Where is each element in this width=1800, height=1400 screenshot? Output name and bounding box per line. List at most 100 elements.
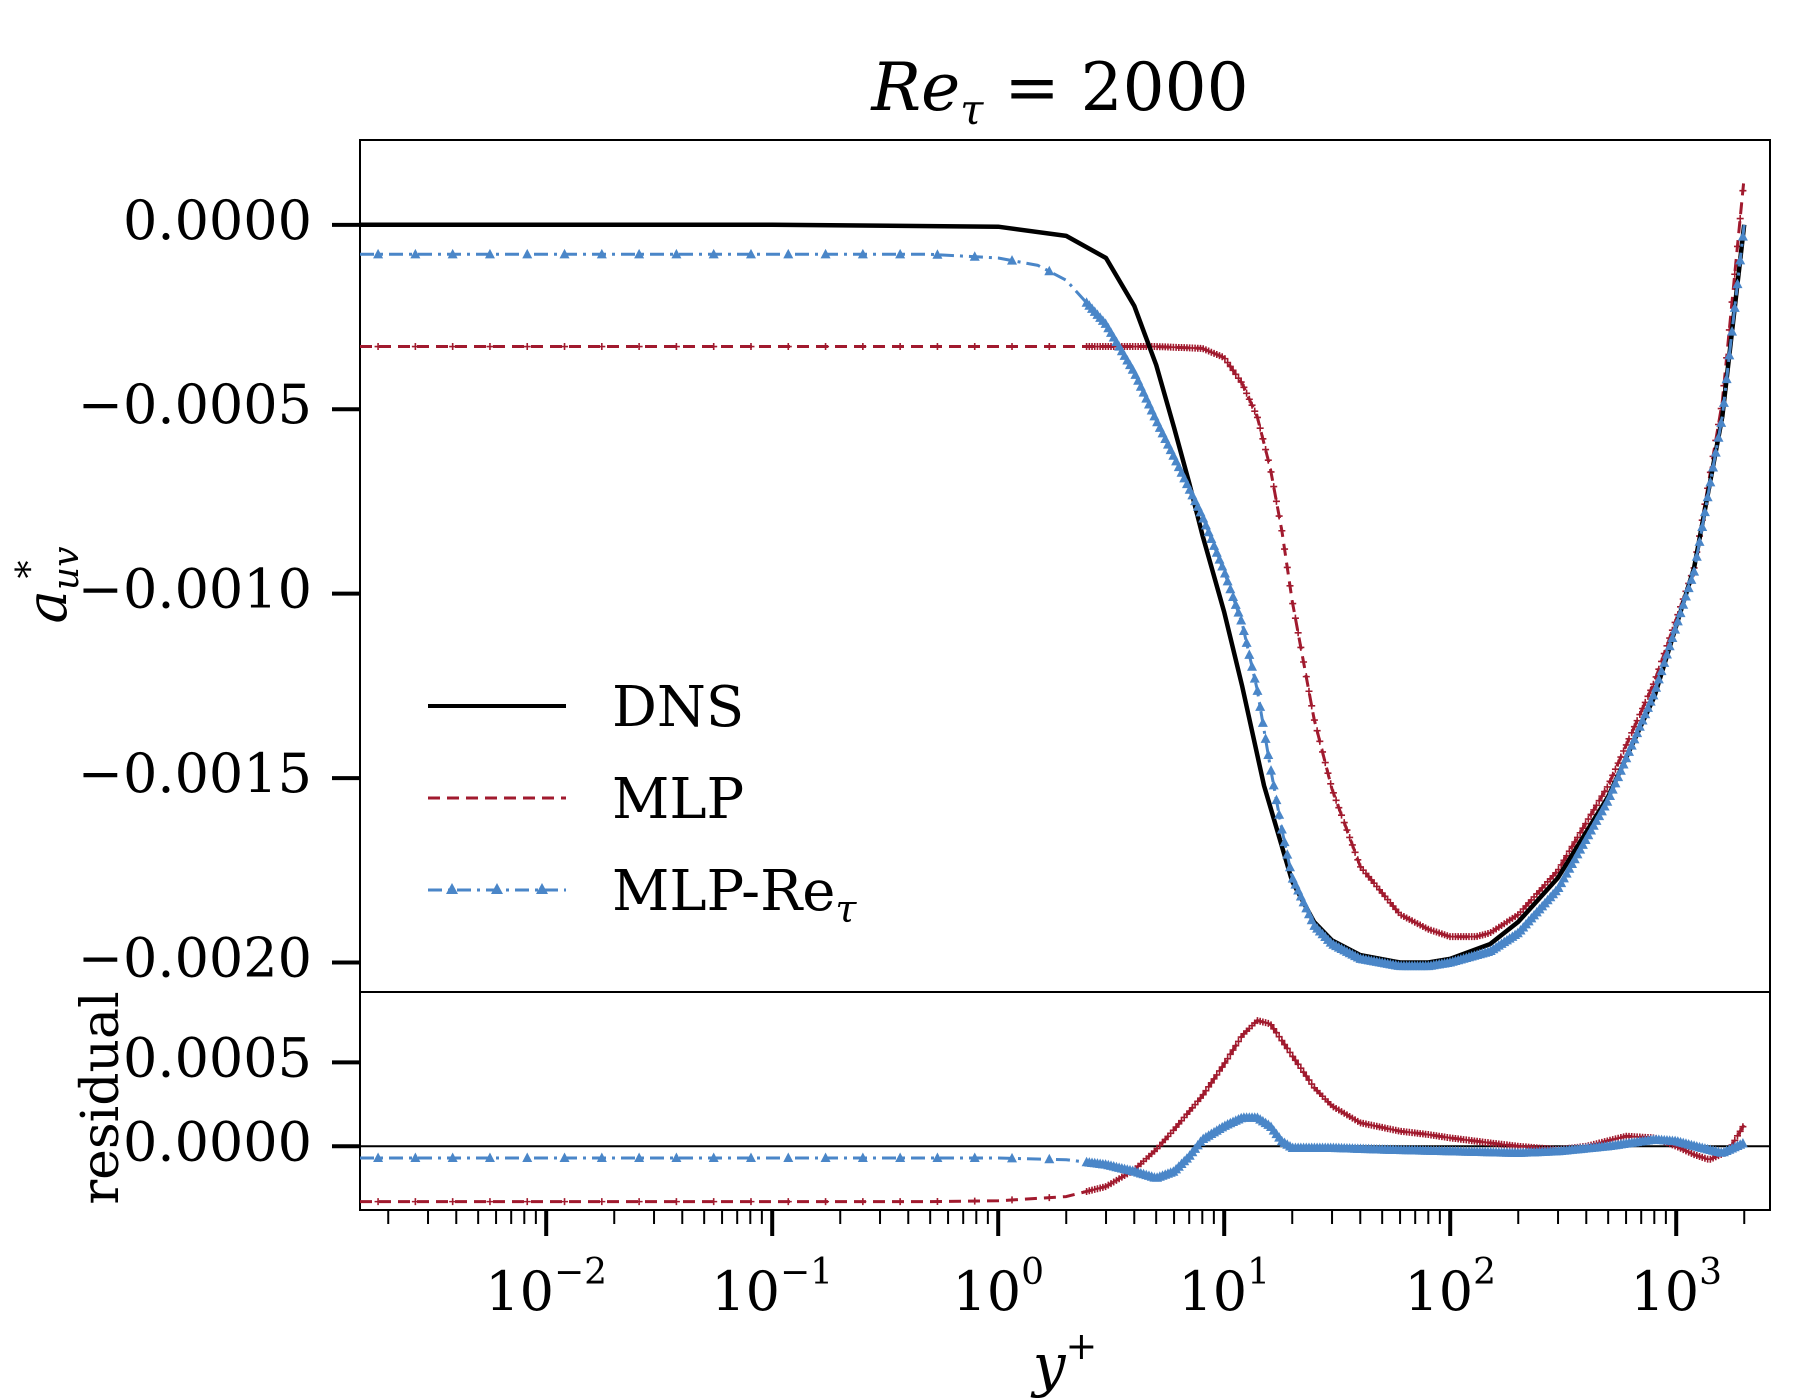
- bottom-marker-mlp-62: [1199, 1091, 1207, 1099]
- top-marker-mlp-re-214: [1610, 777, 1621, 788]
- top-marker-mlp-re-89: [1271, 794, 1282, 805]
- chart-title: Reτ = 2000: [870, 49, 1248, 134]
- top-marker-mlp-93: [1283, 563, 1291, 571]
- bottom-marker-mlp-73: [1229, 1046, 1237, 1054]
- bottom-marker-mlp-71: [1224, 1055, 1232, 1063]
- top-marker-mlp-re-13: [857, 248, 868, 259]
- bottom-marker-mlp-re-12: [820, 1152, 831, 1163]
- legend-label-dns: DNS: [612, 675, 744, 740]
- x-axis: 10−2 10−1 100 101 102 103: [387, 1210, 1746, 1323]
- legend: DNS MLP MLP-Reτ: [428, 675, 857, 931]
- top-marker-mlp-106: [1319, 748, 1327, 756]
- bottom-marker-mlp-102: [1308, 1080, 1316, 1088]
- top-marker-mlp-re-223: [1634, 721, 1645, 731]
- bottom-marker-mlp-92: [1281, 1041, 1289, 1049]
- top-marker-mlp-re-4: [522, 248, 533, 259]
- top-marker-mlp-71: [1224, 359, 1232, 367]
- top-marker-mlp-260: [1736, 215, 1744, 223]
- legend-label-mlp: MLP: [612, 767, 744, 832]
- top-marker-mlp-re-224: [1637, 714, 1648, 725]
- top-marker-mlp-206: [1590, 806, 1598, 814]
- bottom-marker-mlp-re-1: [410, 1152, 421, 1163]
- top-marker-mlp-re-88: [1268, 779, 1279, 790]
- top-marker-mlp-13: [859, 343, 867, 351]
- top-marker-mlp-re-236: [1670, 624, 1681, 634]
- top-marker-mlp-113: [1338, 811, 1346, 819]
- top-y-tick-label-0: 0.0000: [123, 189, 312, 252]
- top-marker-mlp-109: [1327, 780, 1335, 788]
- top-marker-mlp-214: [1611, 765, 1619, 773]
- bottom-marker-mlp-re-3: [484, 1152, 495, 1163]
- top-marker-mlp-112: [1335, 804, 1343, 812]
- x-tick-label-3: 101: [1178, 1252, 1270, 1323]
- bottom-marker-mlp-1: [411, 1198, 419, 1206]
- top-marker-mlp-8: [672, 343, 680, 351]
- top-marker-mlp-re-230: [1653, 673, 1664, 684]
- bottom-marker-mlp-re-11: [783, 1152, 794, 1163]
- bottom-marker-mlp-re-5: [559, 1152, 570, 1163]
- top-marker-mlp-95: [1289, 600, 1297, 608]
- bottom-marker-mlp-91: [1278, 1037, 1286, 1045]
- top-marker-mlp-90: [1275, 512, 1283, 520]
- bottom-y-axis: 0.0005 0.0000: [123, 1026, 360, 1173]
- top-marker-mlp-102: [1308, 702, 1316, 710]
- bottom-marker-mlp-261: [1739, 1123, 1747, 1131]
- bottom-marker-mlp-89: [1272, 1029, 1280, 1037]
- top-marker-mlp-re-12: [820, 248, 831, 259]
- top-marker-mlp-re-202: [1577, 839, 1588, 849]
- top-y-tick-label-4: −0.0020: [78, 926, 312, 989]
- top-y-tick-label-3: −0.0015: [78, 742, 312, 805]
- top-marker-mlp-re-193: [1553, 882, 1564, 892]
- top-marker-mlp-7: [635, 343, 643, 351]
- bottom-marker-mlp-12: [822, 1198, 830, 1206]
- top-marker-mlp-re-209: [1596, 805, 1607, 816]
- top-marker-mlp-re-3: [484, 248, 495, 259]
- top-marker-mlp-80: [1248, 401, 1256, 409]
- top-marker-mlp-re-205: [1586, 824, 1597, 835]
- bottom-marker-mlp-2: [449, 1198, 457, 1206]
- top-marker-mlp-re-71: [1222, 575, 1233, 586]
- legend-entry-dns: DNS: [428, 675, 744, 740]
- top-line-dns: [360, 222, 1747, 965]
- top-marker-mlp-207: [1592, 801, 1600, 809]
- top-marker-mlp-re-212: [1605, 790, 1616, 800]
- top-marker-mlp-re-194: [1556, 877, 1567, 888]
- top-marker-mlp-re-82: [1252, 685, 1263, 695]
- top-marker-mlp-re-261: [1737, 231, 1748, 241]
- legend-entry-mlp-retau: MLP-Reτ: [428, 859, 857, 931]
- x-tick-label-1: 10−1: [711, 1252, 833, 1323]
- legend-label-mlp-retau: MLP-Reτ: [612, 859, 857, 931]
- top-marker-mlp-re-6: [596, 248, 607, 259]
- top-marker-mlp-re-195: [1558, 872, 1569, 883]
- top-marker-mlp-re-70: [1219, 568, 1230, 578]
- top-marker-mlp-re-246: [1697, 521, 1708, 532]
- top-marker-mlp-re-85: [1260, 733, 1271, 743]
- top-marker-mlp-198: [1568, 843, 1576, 851]
- top-marker-mlp-re-218: [1621, 752, 1632, 763]
- top-series-group: [360, 176, 1748, 971]
- top-marker-mlp-202: [1579, 824, 1587, 832]
- top-marker-mlp-re-9: [708, 248, 719, 259]
- top-marker-mlp-re-197: [1564, 863, 1575, 873]
- bottom-marker-mlp-90: [1275, 1033, 1283, 1041]
- top-marker-mlp-re-258: [1729, 302, 1740, 312]
- bottom-marker-mlp-87: [1267, 1021, 1275, 1029]
- top-marker-mlp-re-252: [1713, 432, 1724, 442]
- top-marker-mlp-1: [411, 343, 419, 351]
- top-marker-mlp-85: [1262, 446, 1270, 454]
- bottom-marker-mlp-64: [1205, 1083, 1213, 1091]
- bottom-marker-mlp-96: [1291, 1056, 1299, 1064]
- top-marker-mlp-212: [1606, 777, 1614, 785]
- top-marker-mlp-116: [1346, 833, 1354, 841]
- top-marker-mlp-re-220: [1626, 740, 1637, 750]
- bottom-marker-mlp-98: [1297, 1064, 1305, 1072]
- top-marker-mlp-219: [1625, 735, 1633, 743]
- top-marker-mlp-6: [598, 343, 606, 351]
- top-marker-mlp-97: [1294, 629, 1302, 637]
- bottom-panel-frame: [359, 991, 1771, 1211]
- top-marker-mlp-15: [933, 343, 941, 351]
- top-marker-mlp-re-226: [1642, 702, 1653, 712]
- bottom-marker-mlp-re-6: [596, 1152, 607, 1163]
- top-marker-mlp-9: [710, 343, 718, 351]
- bottom-marker-mlp-10: [747, 1198, 755, 1206]
